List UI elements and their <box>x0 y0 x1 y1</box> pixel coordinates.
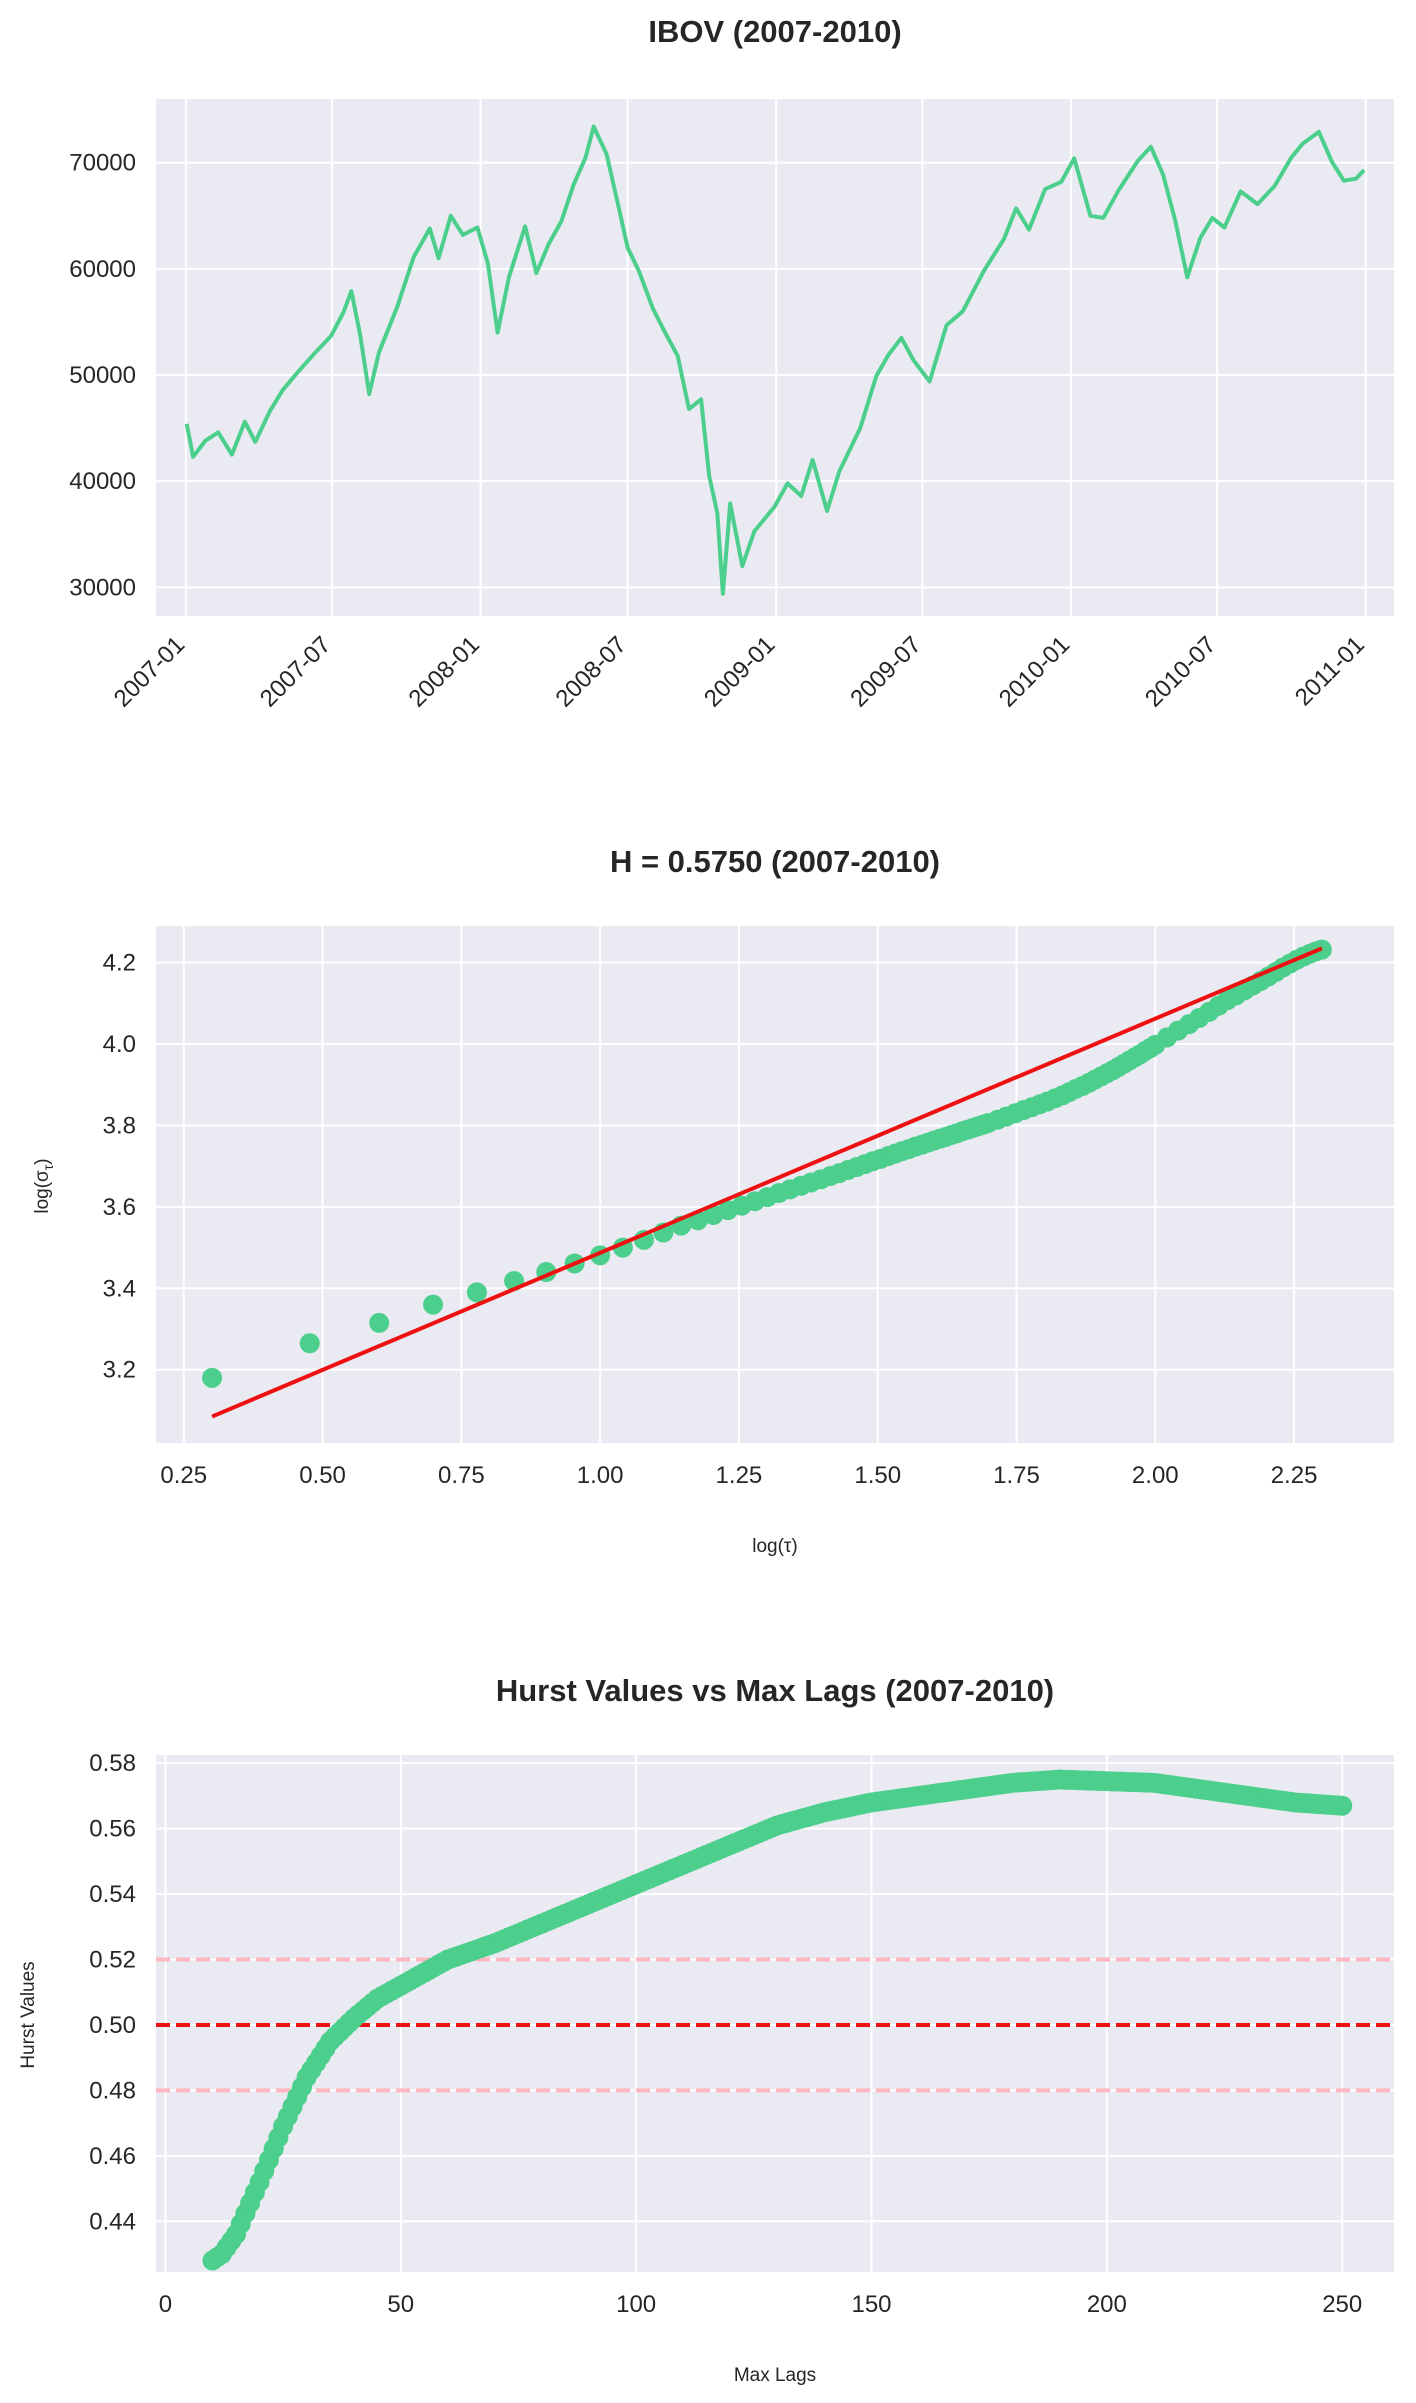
y-tick-label: 0.50 <box>89 2012 136 2039</box>
x-tick-label: 0.50 <box>299 1462 346 1489</box>
chart-title: Hurst Values vs Max Lags (2007-2010) <box>496 1673 1054 1708</box>
data-point <box>423 1294 444 1315</box>
chart-hurst-vs-lags: 0.44 0.46 0.48 0.50 0.52 0.54 0.56 0.58 0 50 100 15… <box>18 1673 1394 2386</box>
series-line-ibov <box>184 124 1366 596</box>
y-tick-label: 4.2 <box>103 950 136 977</box>
y-tick-label: 0.58 <box>89 1750 136 1777</box>
fit-line <box>211 946 1323 1419</box>
x-tick-label: 0 <box>159 2291 172 2318</box>
data-point <box>466 1282 487 1303</box>
y-tick-label: 0.44 <box>89 2208 136 2235</box>
chart-title: IBOV (2007-2010) <box>648 14 901 49</box>
x-tick-label: 2009-01 <box>699 631 780 712</box>
x-tick-label: 1.75 <box>993 1462 1040 1489</box>
y-tick-label: 3.8 <box>103 1112 136 1139</box>
y-axis-label-subscript: τ <box>40 1164 56 1170</box>
x-tick-label: 2.00 <box>1132 1462 1179 1489</box>
y-tick-label: 3.4 <box>103 1275 136 1302</box>
y-tick-label: 0.46 <box>89 2143 136 2170</box>
y-axis-label-main: log(σ <box>32 1170 53 1214</box>
x-tick-label: 200 <box>1087 2291 1127 2318</box>
x-tick-label: 2010-07 <box>1140 631 1221 712</box>
y-tick-label: 30000 <box>69 574 136 601</box>
y-axis-label: Hurst Values <box>18 1961 39 2068</box>
y-tick-label: 60000 <box>69 256 136 283</box>
y-tick-label: 50000 <box>69 362 136 389</box>
x-tick-label: 2007-07 <box>255 631 336 712</box>
data-point <box>299 1333 320 1354</box>
y-tick-label: 4.0 <box>103 1031 136 1058</box>
x-tick-label: 2011-01 <box>1290 631 1370 711</box>
plot-area <box>156 99 1394 616</box>
data-point <box>202 1367 223 1388</box>
x-tick-label: 2.25 <box>1271 1462 1318 1489</box>
chart-title: H = 0.5750 (2007-2010) <box>610 844 940 879</box>
scatter-points <box>202 939 1332 1388</box>
x-tick-label: 0.75 <box>438 1462 485 1489</box>
x-tick-label: 1.00 <box>577 1462 624 1489</box>
x-tick-label: 2007-01 <box>109 631 190 712</box>
x-tick-label: 2008-07 <box>550 631 631 712</box>
x-tick-label: 2009-07 <box>845 631 926 712</box>
x-tick-label: 0.25 <box>160 1462 207 1489</box>
x-tick-label: 150 <box>851 2291 891 2318</box>
x-axis-label: log(τ) <box>752 1536 798 1557</box>
y-tick-label: 0.56 <box>89 1816 136 1843</box>
chart-ibov-line: 30000 40000 50000 60000 70000 2007-01 2007-07 2… <box>69 14 1394 713</box>
x-tick-label: 50 <box>387 2291 414 2318</box>
gridlines <box>156 99 1394 616</box>
y-tick-label: 70000 <box>69 150 136 177</box>
x-tick-label: 2008-01 <box>404 631 485 712</box>
y-axis-label-close: ) <box>32 1158 53 1164</box>
x-axis-label: Max Lags <box>734 2365 816 2386</box>
x-tick-label: 1.50 <box>854 1462 901 1489</box>
gridlines <box>156 926 1394 1443</box>
y-tick-label: 3.6 <box>103 1194 136 1221</box>
y-tick-label: 40000 <box>69 468 136 495</box>
x-tick-label: 100 <box>616 2291 656 2318</box>
x-tick-label: 250 <box>1322 2291 1362 2318</box>
x-tick-label: 1.25 <box>716 1462 763 1489</box>
y-tick-label: 0.52 <box>89 1947 136 1974</box>
chart-hurst-loglog: 3.2 3.4 3.6 3.8 4.0 4.2 0.25 0.50 0.75 1.00 1.25 1.… <box>32 844 1394 1557</box>
y-tick-label: 0.54 <box>89 1881 136 1908</box>
data-point <box>1332 1795 1353 1816</box>
y-tick-label: 3.2 <box>103 1357 136 1384</box>
scatter-points <box>202 1769 1353 2271</box>
x-tick-label: 2010-01 <box>994 631 1075 712</box>
y-tick-label: 0.48 <box>89 2077 136 2104</box>
y-axis-label: log(στ) <box>32 1158 56 1213</box>
data-point <box>369 1312 390 1333</box>
